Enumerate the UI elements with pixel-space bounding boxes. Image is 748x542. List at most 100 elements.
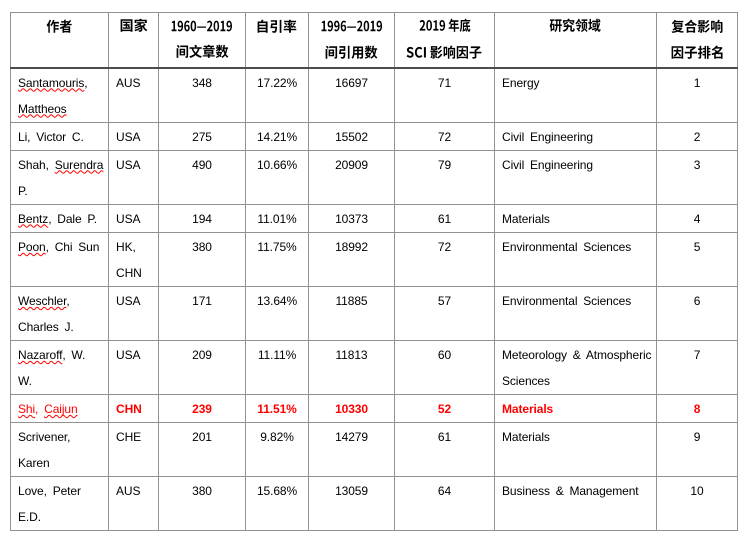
header-research-field-text bbox=[550, 19, 601, 33]
text-segment: Business & Management bbox=[502, 484, 639, 498]
cell-self-citation-rate: 11.01% bbox=[245, 203, 309, 233]
cell-citations-1996-2019: 10373 bbox=[308, 203, 395, 233]
cell-research-field: Energy bbox=[494, 67, 657, 123]
cell-self-citation-rate: 11.51% bbox=[245, 394, 309, 423]
text-segment: , Dale P. bbox=[48, 211, 97, 226]
col-header-research-field-label: 研究领域 bbox=[576, 40, 577, 41]
cell-line: Meteorology & Atmospheric bbox=[502, 342, 654, 368]
text-segment: , Chi Sun bbox=[45, 240, 100, 254]
col-header-research-field: 研究领域 bbox=[494, 12, 657, 69]
misspelled-word: Nazaroff bbox=[18, 348, 63, 362]
author-ranking-table: 作者 国家 1960—2019间文章数 自引率 1996—2019间引用数2019 年底… bbox=[10, 12, 738, 531]
cell-composite-impact-rank: 1 bbox=[656, 67, 738, 123]
header-line bbox=[310, 40, 394, 66]
cell-citations-1996-2019: 16697 bbox=[308, 67, 395, 123]
text-segment: Materials bbox=[502, 211, 550, 226]
cell-line: Nazaroff, W. bbox=[18, 342, 106, 368]
header-line bbox=[658, 14, 737, 40]
text-segment: USA bbox=[116, 129, 141, 144]
cell-line: HK, bbox=[116, 234, 156, 260]
header-line bbox=[12, 14, 108, 40]
cell-sci-impact-factor-2019: 61 bbox=[394, 203, 495, 233]
text-segment: Love, Peter bbox=[18, 484, 81, 498]
cell-sci-impact-factor-2019: 72 bbox=[394, 121, 495, 151]
header-composite-impact-rank-text bbox=[671, 19, 723, 33]
text-segment: Energy bbox=[502, 75, 540, 90]
header-line bbox=[110, 14, 158, 40]
text-segment: Li, Victor C. bbox=[18, 129, 84, 144]
cell-sci-impact-factor-2019: 64 bbox=[394, 476, 495, 531]
cell-research-field: Civil Engineering bbox=[494, 121, 657, 151]
table-row-8: Shi, Caijun CHN 239 11.51% 10330 52 Materials 8 bbox=[10, 394, 738, 423]
cell-line: Civil Engineering bbox=[502, 124, 654, 150]
cell-line: CHN bbox=[116, 396, 156, 422]
misspelled-word: Mattheos bbox=[18, 101, 67, 116]
cell-country: AUS bbox=[108, 476, 159, 531]
table-row-6: Weschler, Charles J. USA 171 13.64% 11885 57 En… bbox=[10, 286, 738, 341]
cell-self-citation-rate: 11.11% bbox=[245, 340, 309, 395]
cell-sci-impact-factor-2019: 72 bbox=[394, 232, 495, 287]
cell-country: USA bbox=[108, 121, 159, 151]
cell-sci-impact-factor-2019: 52 bbox=[394, 394, 495, 423]
cell-line: Mattheos bbox=[18, 96, 106, 122]
header-line bbox=[160, 40, 245, 66]
table-row-5: Poon, Chi Sun HK, CHN 380 11.75% 18992 72 Envir… bbox=[10, 232, 738, 287]
header-line bbox=[396, 40, 494, 66]
text-segment: Charles J. bbox=[18, 320, 74, 334]
cell-citations-1996-2019: 15502 bbox=[308, 121, 395, 151]
cell-line: Shah, Surendra bbox=[18, 152, 106, 178]
text-segment: P. bbox=[18, 183, 28, 198]
cell-line: E.D. bbox=[18, 504, 106, 530]
cell-articles-1960-2019: 209 bbox=[158, 340, 246, 395]
text-segment: Shah, bbox=[18, 157, 55, 172]
cell-line: Materials bbox=[502, 206, 654, 232]
cell-author: Li, Victor C. bbox=[10, 121, 109, 151]
col-header-composite-impact-rank: 复合影响因子排名 bbox=[656, 12, 738, 69]
cell-articles-1960-2019: 239 bbox=[158, 394, 246, 423]
cell-line: Bentz, Dale P. bbox=[18, 206, 106, 232]
cell-line: USA bbox=[116, 342, 156, 368]
cell-line: Love, Peter bbox=[18, 478, 106, 504]
cell-line: Shi, Caijun bbox=[18, 396, 106, 422]
table-header: 作者 国家 1960—2019间文章数 自引率 1996—2019间引用数2019 年底… bbox=[10, 12, 738, 69]
misspelled-word: Poon bbox=[18, 240, 46, 254]
cell-line: W. bbox=[18, 368, 106, 394]
cell-citations-1996-2019: 18992 bbox=[308, 232, 395, 287]
cell-author: Santamouris, Mattheos bbox=[10, 67, 109, 123]
cell-sci-impact-factor-2019: 61 bbox=[394, 422, 495, 477]
cell-composite-impact-rank: 8 bbox=[656, 394, 738, 423]
cell-author: Scrivener, Karen bbox=[10, 422, 109, 477]
text-segment: Environmental Sciences bbox=[502, 240, 632, 254]
cell-self-citation-rate: 9.82% bbox=[245, 422, 309, 477]
col-header-self-citation-rate: 自引率 bbox=[245, 12, 309, 69]
text-segment: USA bbox=[116, 157, 141, 172]
table-body: Santamouris, Mattheos AUS 348 17.22% 16697 71 E… bbox=[10, 67, 738, 531]
header-line bbox=[160, 14, 245, 40]
cell-line: CHE bbox=[116, 424, 156, 450]
col-header-self-citation-rate-label: 自引率 bbox=[277, 40, 278, 41]
col-header-articles-1960-2019: 1960—2019间文章数 bbox=[158, 12, 246, 69]
cell-composite-impact-rank: 7 bbox=[656, 340, 738, 395]
header-articles-1960-2019-text bbox=[171, 20, 233, 32]
cell-sci-impact-factor-2019: 57 bbox=[394, 286, 495, 341]
cell-country: CHE bbox=[108, 422, 159, 477]
cell-line: Business & Management bbox=[502, 478, 654, 504]
header-citations-1996-2019-text bbox=[321, 20, 382, 32]
cell-articles-1960-2019: 275 bbox=[158, 121, 246, 151]
table-row-7: Nazaroff, W. W. USA 209 11.11% 11813 60 Meteoro… bbox=[10, 340, 738, 395]
cell-sci-impact-factor-2019: 60 bbox=[394, 340, 495, 395]
text-segment: Meteorology & Atmospheric bbox=[502, 348, 652, 362]
cell-self-citation-rate: 11.75% bbox=[245, 232, 309, 287]
cell-author: Shah, Surendra P. bbox=[10, 149, 109, 205]
text-segment: , W. bbox=[62, 348, 86, 362]
header-country-text bbox=[120, 18, 147, 33]
cell-composite-impact-rank: 9 bbox=[656, 422, 738, 477]
text-segment: Scrivener, bbox=[18, 430, 71, 444]
cell-country: USA bbox=[108, 286, 159, 341]
cell-line: Materials bbox=[502, 424, 654, 450]
cell-citations-1996-2019: 20909 bbox=[308, 149, 395, 205]
text-segment: , bbox=[66, 294, 70, 308]
col-header-country: 国家 bbox=[108, 12, 159, 69]
cell-country: USA bbox=[108, 149, 159, 205]
